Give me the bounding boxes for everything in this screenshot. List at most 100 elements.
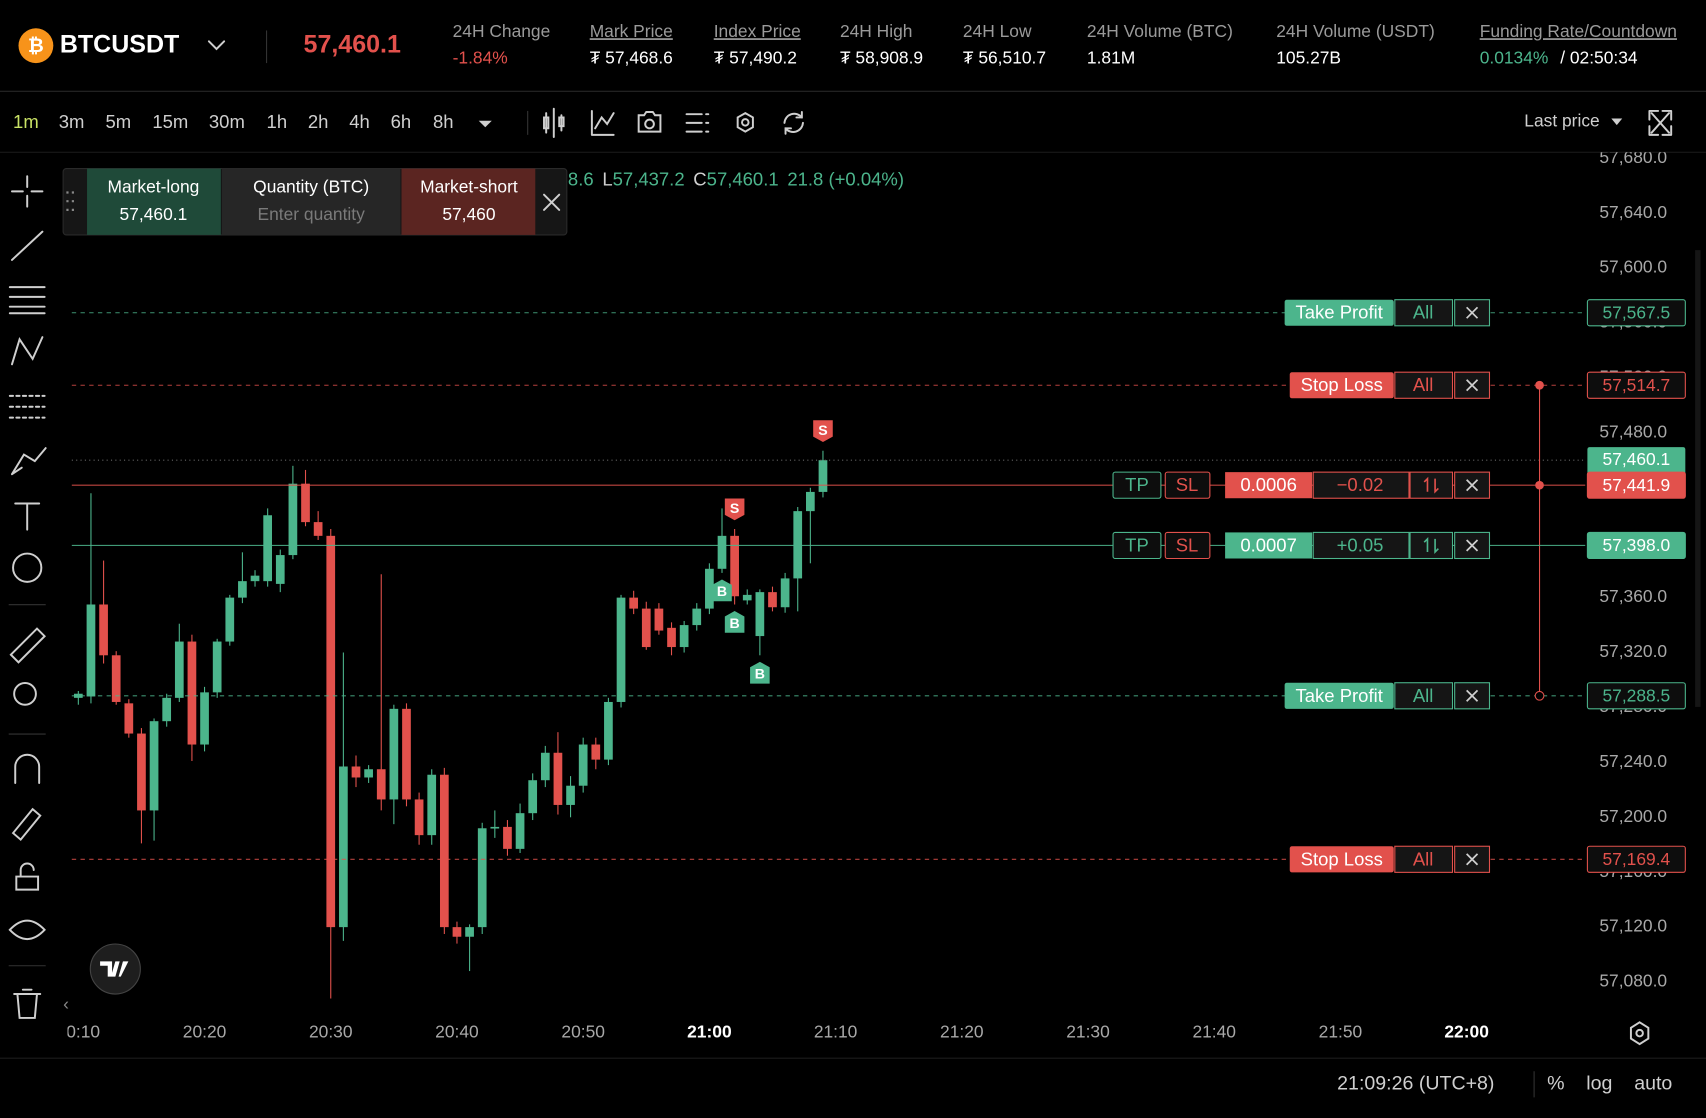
- trade-marker: [813, 420, 833, 443]
- order-label-bg[interactable]: [1284, 299, 1394, 326]
- order-label-bg[interactable]: [1289, 372, 1394, 399]
- order-scope-bg[interactable]: [1394, 682, 1454, 710]
- magnet-tool[interactable]: [14, 753, 41, 785]
- candle-body: [187, 641, 197, 745]
- axis-settings[interactable]: [1629, 1021, 1650, 1046]
- candle-body: [402, 708, 411, 800]
- close-icon[interactable]: [1466, 306, 1479, 319]
- close-panel[interactable]: [543, 193, 561, 211]
- stat-label: 24H Volume (BTC): [1087, 21, 1233, 41]
- fib-tool[interactable]: [8, 286, 46, 315]
- position-pnl-bg: [1312, 471, 1410, 499]
- close-icon[interactable]: [1466, 479, 1479, 492]
- refresh-icon[interactable]: [783, 111, 804, 135]
- interval[interactable]: 3m: [59, 111, 85, 132]
- lock-tool[interactable]: [15, 862, 40, 891]
- snapshot-icon[interactable]: [637, 111, 662, 133]
- brush-tool[interactable]: [10, 447, 47, 476]
- order-scope-bg[interactable]: [1394, 371, 1454, 399]
- stat-label: 24H High: [840, 21, 913, 41]
- interval[interactable]: 5m: [106, 111, 132, 132]
- projection-tool[interactable]: [8, 394, 46, 419]
- y-tick-label: 57,240.0: [1599, 751, 1667, 771]
- delete-tool[interactable]: [13, 988, 42, 1019]
- order-scope-bg[interactable]: [1394, 299, 1454, 327]
- order-label-bg[interactable]: [1284, 682, 1394, 709]
- trade-marker-label: S: [730, 500, 739, 516]
- layout-icon[interactable]: [685, 113, 710, 133]
- sl-button[interactable]: [1164, 471, 1211, 499]
- candle-body: [692, 608, 702, 626]
- interval[interactable]: 1h: [267, 111, 288, 132]
- order-label-bg[interactable]: [1289, 846, 1394, 873]
- close-icon[interactable]: [1466, 539, 1479, 552]
- tp-button[interactable]: [1112, 531, 1162, 560]
- emoji-tool[interactable]: [12, 552, 43, 583]
- candle-body: [313, 522, 323, 536]
- price-type-dropdown[interactable]: [1611, 118, 1623, 126]
- position-pnl: +0.05: [1337, 534, 1384, 555]
- crosshair-tool[interactable]: [10, 175, 44, 208]
- percent-toggle[interactable]: %: [1547, 1072, 1564, 1094]
- interval[interactable]: 8h: [433, 111, 454, 132]
- x-tick-label: 21:30: [1066, 1022, 1110, 1042]
- interval[interactable]: 2h: [308, 111, 329, 132]
- collapse-toggle[interactable]: ‹: [63, 993, 69, 1013]
- interval[interactable]: 1m: [13, 111, 39, 132]
- drag-handle[interactable]: [66, 191, 74, 211]
- candle-body: [805, 491, 815, 512]
- reverse-bg[interactable]: [1409, 471, 1454, 499]
- trendline-tool[interactable]: [10, 230, 44, 261]
- order-close-bg[interactable]: [1454, 299, 1491, 327]
- x-tick-label: 21:10: [814, 1022, 858, 1042]
- close-icon[interactable]: [1466, 379, 1479, 392]
- chart-tools: [543, 107, 804, 139]
- price-levels: Take Profit All Stop Loss All Take Profit All…: [71, 299, 1586, 873]
- order-scope-bg[interactable]: [1394, 845, 1454, 873]
- order-label: Take Profit: [1296, 302, 1383, 323]
- zoom-tool[interactable]: [13, 682, 37, 706]
- more-intervals[interactable]: [478, 120, 492, 128]
- price-type[interactable]: Last price: [1524, 110, 1599, 130]
- legend-low: 57,437.2: [613, 168, 685, 189]
- scrollbar[interactable]: [1695, 250, 1701, 707]
- interval[interactable]: 4h: [349, 111, 370, 132]
- settings-icon[interactable]: [736, 111, 754, 133]
- pattern-tool[interactable]: [10, 336, 44, 366]
- x-tick-label: 21:40: [1192, 1022, 1236, 1042]
- stat-value: ₮ 57,490.2: [714, 47, 797, 67]
- tp-button[interactable]: [1112, 471, 1162, 499]
- market-short-button[interactable]: [401, 168, 536, 235]
- position-size: 0.0006: [1240, 474, 1297, 495]
- candle-body: [427, 774, 437, 836]
- candle-body: [616, 597, 626, 702]
- interval[interactable]: 30m: [209, 111, 245, 132]
- bracket-dot: [1535, 380, 1544, 390]
- symbol[interactable]: BTCUSDT: [60, 30, 179, 58]
- ruler-tool[interactable]: [9, 627, 46, 664]
- symbol-dropdown[interactable]: [207, 40, 226, 51]
- lock-draw-tool[interactable]: [11, 807, 42, 841]
- candle-type-icon[interactable]: [543, 107, 565, 139]
- stat-value: ₮ 57,468.6: [590, 47, 673, 67]
- close-icon[interactable]: [1466, 853, 1479, 866]
- sl-button[interactable]: [1164, 531, 1211, 560]
- reverse-bg[interactable]: [1409, 531, 1454, 560]
- auto-toggle[interactable]: auto: [1634, 1072, 1672, 1094]
- interval[interactable]: 15m: [152, 111, 188, 132]
- visibility-tool[interactable]: [8, 919, 46, 941]
- interval[interactable]: 6h: [391, 111, 412, 132]
- y-tick-label: 57,680.0: [1599, 147, 1667, 167]
- close-icon[interactable]: [1466, 689, 1479, 702]
- fullscreen-icon[interactable]: [1648, 109, 1673, 136]
- text-tool[interactable]: [14, 502, 41, 531]
- order-scope: All: [1413, 848, 1434, 869]
- candle-body: [578, 744, 588, 786]
- indicator-icon[interactable]: [590, 109, 615, 136]
- candle-body: [654, 608, 664, 631]
- market-long-button[interactable]: [87, 168, 221, 235]
- quantity-input[interactable]: [221, 168, 401, 235]
- log-toggle[interactable]: log: [1586, 1072, 1612, 1094]
- candle-body: [755, 592, 765, 637]
